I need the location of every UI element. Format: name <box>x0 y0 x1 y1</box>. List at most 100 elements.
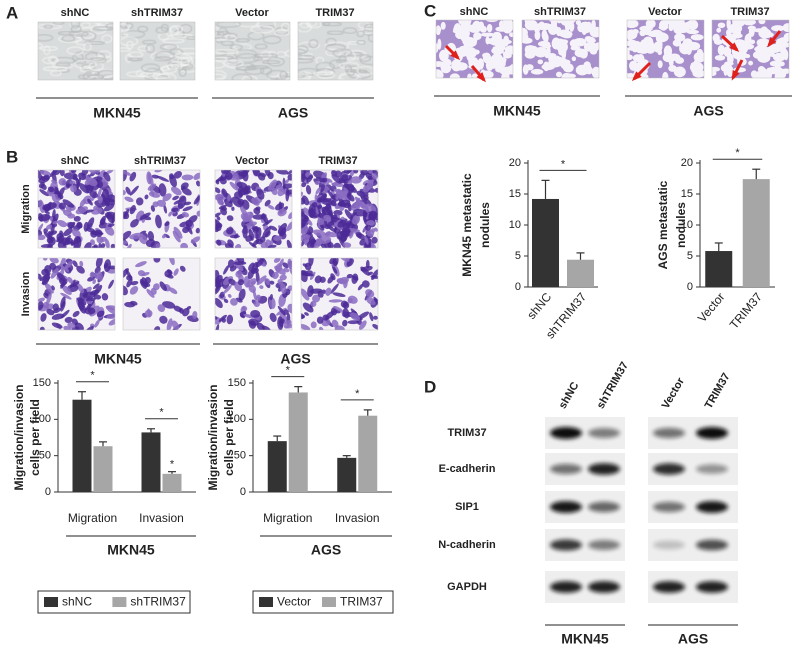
y-tick-label: 5 <box>687 250 693 262</box>
cell <box>264 199 271 207</box>
cell <box>315 186 322 195</box>
cell <box>223 59 244 68</box>
cell <box>93 284 103 296</box>
group-label: AGS <box>278 105 308 121</box>
cell <box>342 242 352 248</box>
cell <box>87 198 93 206</box>
blot-band <box>550 463 582 475</box>
alveolus <box>747 25 756 30</box>
alveolus <box>436 69 444 78</box>
group-label: MKN45 <box>107 542 155 558</box>
cell <box>163 204 168 214</box>
cell <box>215 298 223 309</box>
cell <box>51 285 55 291</box>
cell <box>215 193 223 203</box>
bar <box>93 446 113 492</box>
cell <box>284 178 290 184</box>
cell <box>346 273 353 279</box>
cell <box>374 227 378 232</box>
alveolus <box>499 66 513 76</box>
micrograph <box>521 19 600 79</box>
cell <box>364 23 373 32</box>
cell <box>137 270 146 277</box>
cell <box>124 301 136 308</box>
alveolus <box>728 23 743 34</box>
cell <box>262 226 271 239</box>
cell <box>129 205 136 215</box>
cell <box>241 305 248 311</box>
cell <box>366 220 375 226</box>
cell <box>91 207 103 215</box>
cell <box>332 48 353 58</box>
cell <box>260 66 273 75</box>
cell <box>83 221 89 232</box>
alveolus <box>634 41 647 54</box>
column-header: Vector <box>660 375 688 411</box>
blot-band <box>653 427 685 439</box>
cell <box>277 208 287 217</box>
micrograph <box>122 257 201 331</box>
cell <box>68 30 89 37</box>
column-header: shTRIM37 <box>595 360 631 411</box>
bar <box>72 399 92 492</box>
blot-band <box>653 540 685 550</box>
y-axis-label: Migration/invasion <box>206 384 220 490</box>
cell <box>123 170 132 176</box>
arrow-head <box>631 71 642 82</box>
cell <box>347 187 356 196</box>
cell <box>96 310 105 318</box>
alveolus <box>761 54 766 61</box>
alveolus <box>712 33 720 43</box>
cell <box>103 203 115 212</box>
cell <box>226 215 234 222</box>
blot-band <box>696 427 728 439</box>
blot-band <box>550 539 582 551</box>
alveolus <box>627 41 636 46</box>
cell <box>338 55 347 62</box>
cell <box>178 47 195 55</box>
cell <box>255 238 263 245</box>
y-tick-label: 5 <box>515 250 521 262</box>
cell <box>169 26 179 36</box>
cell <box>72 260 78 268</box>
cell <box>327 178 333 183</box>
cell <box>92 26 113 31</box>
cell <box>250 25 274 34</box>
cell <box>86 177 98 187</box>
cell <box>103 171 111 182</box>
cell <box>155 243 161 248</box>
cell <box>50 268 59 279</box>
cell <box>162 301 176 309</box>
cell <box>256 322 265 330</box>
cell <box>60 292 72 300</box>
alveolus <box>732 20 739 28</box>
cell <box>308 226 314 234</box>
alveolus <box>491 47 504 55</box>
cell <box>328 299 343 303</box>
cell <box>138 234 148 245</box>
cell <box>273 258 281 263</box>
x-tick-label: Invasion <box>335 511 380 525</box>
micrograph-content <box>38 22 113 80</box>
alveolus <box>714 54 726 61</box>
cell <box>282 177 286 190</box>
alveolus <box>589 38 596 43</box>
cell <box>77 297 87 306</box>
cell <box>269 312 277 323</box>
cell <box>236 22 260 28</box>
cell <box>196 210 200 217</box>
micrograph-border <box>521 19 600 79</box>
cell <box>46 292 52 306</box>
cell <box>40 183 47 190</box>
cell <box>142 39 157 45</box>
cell <box>223 285 232 294</box>
alveolus <box>668 65 677 72</box>
cell <box>368 271 373 276</box>
cell <box>306 240 315 248</box>
cell <box>126 278 133 288</box>
micrograph-border <box>37 257 116 331</box>
cell <box>87 276 95 282</box>
micrograph-content <box>38 258 115 330</box>
cell <box>181 211 190 218</box>
alveolus <box>627 20 639 29</box>
